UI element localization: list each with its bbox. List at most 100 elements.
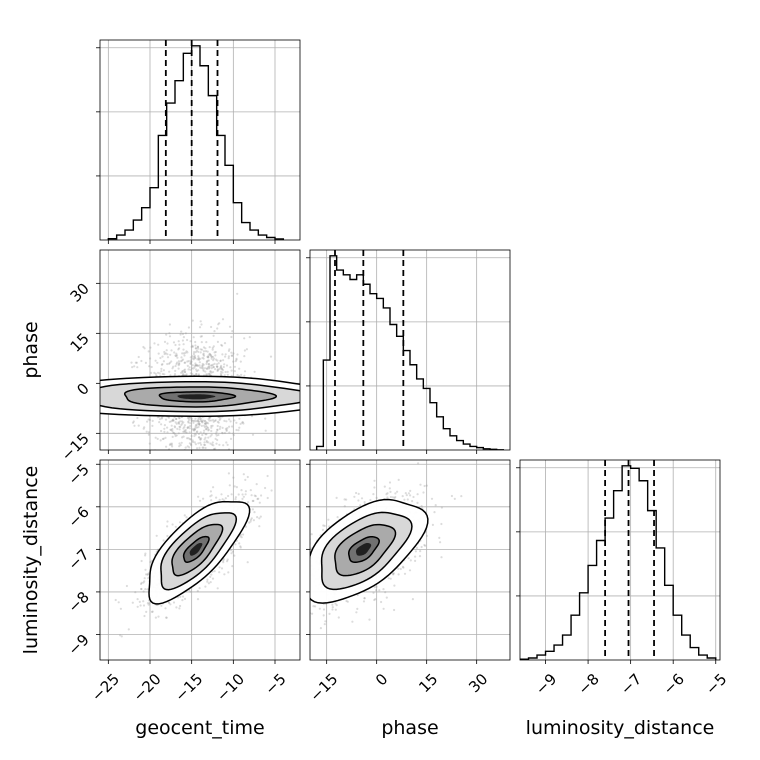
scatter-point <box>166 520 169 523</box>
scatter-point <box>194 344 197 347</box>
scatter-point <box>208 353 211 356</box>
scatter-point <box>140 581 143 585</box>
scatter-point <box>216 368 219 371</box>
scatter-point <box>260 494 263 497</box>
scatter-point <box>220 567 224 570</box>
scatter-point <box>221 344 224 347</box>
scatter-point <box>134 591 137 594</box>
scatter-point <box>194 357 197 360</box>
scatter-point <box>296 594 298 596</box>
scatter-point <box>178 347 181 350</box>
scatter-point <box>212 366 215 369</box>
scatter-point <box>185 516 188 519</box>
scatter-point <box>182 595 185 598</box>
x-tick-label: −8 <box>574 670 602 698</box>
scatter-point <box>174 465 176 467</box>
contour-line-0 <box>148 500 251 605</box>
scatter-point <box>193 354 196 357</box>
pair-panel-1-frame <box>99 459 301 661</box>
scatter-point <box>179 420 182 423</box>
scatter-point <box>294 555 296 557</box>
scatter-point <box>178 521 182 524</box>
scatter-point <box>185 431 188 434</box>
scatter-point <box>132 420 135 423</box>
x-tick-label: −15 <box>171 670 206 705</box>
scatter-point <box>246 475 249 479</box>
scatter-point <box>202 352 205 355</box>
scatter-point <box>171 429 174 433</box>
scatter-point <box>226 443 229 446</box>
scatter-point <box>227 349 230 352</box>
scatter-point <box>417 462 420 465</box>
scatter-point <box>194 362 197 365</box>
scatter-point <box>210 433 213 436</box>
scatter-point <box>216 428 219 432</box>
scatter-point <box>302 592 304 594</box>
scatter-point <box>143 614 146 618</box>
scatter-point <box>197 442 200 445</box>
scatter-point <box>166 362 169 366</box>
scatter-point <box>181 436 184 439</box>
scatter-point <box>249 518 253 521</box>
scatter-point <box>287 581 289 583</box>
scatter-point <box>187 417 191 420</box>
scatter-point <box>195 373 198 376</box>
scatter-point <box>182 352 185 355</box>
scatter-point <box>145 430 148 433</box>
scatter-point <box>335 496 338 499</box>
scatter-point <box>222 558 225 561</box>
scatter-point <box>283 612 285 614</box>
scatter-point <box>214 368 217 371</box>
scatter-point <box>215 476 217 478</box>
scatter-point <box>258 525 261 528</box>
scatter-point <box>140 582 143 586</box>
scatter-point <box>356 607 359 611</box>
scatter-point <box>228 418 231 421</box>
scatter-point <box>206 580 209 583</box>
scatter-point <box>245 348 248 351</box>
scatter-point <box>182 421 185 424</box>
scatter-point <box>207 367 210 370</box>
scatter-point <box>140 559 143 563</box>
scatter-point <box>223 419 226 422</box>
scatter-point <box>136 598 139 601</box>
scatter-point <box>385 596 388 599</box>
scatter-point <box>191 355 194 358</box>
scatter-point <box>218 571 221 574</box>
scatter-point <box>199 438 202 441</box>
scatter-point <box>385 493 388 496</box>
scatter-point <box>189 438 192 441</box>
scatter-point <box>440 506 443 509</box>
scatter-point <box>159 356 162 360</box>
scatter-point <box>392 572 395 575</box>
scatter-point <box>182 427 185 430</box>
scatter-point <box>206 426 210 429</box>
scatter-point <box>178 454 180 456</box>
scatter-point <box>220 367 224 370</box>
scatter-point <box>192 358 195 361</box>
scatter-point <box>183 514 186 517</box>
scatter-point <box>233 370 236 373</box>
scatter-point <box>203 443 206 447</box>
scatter-point <box>170 443 173 446</box>
scatter-point <box>194 425 197 429</box>
scatter-point <box>211 363 215 366</box>
scatter-point <box>125 584 128 588</box>
scatter-point <box>322 614 325 617</box>
scatter-point <box>187 425 190 429</box>
scatter-point <box>180 441 183 444</box>
scatter-point <box>199 441 202 444</box>
scatter-point <box>194 347 197 350</box>
scatter-point <box>188 418 191 421</box>
scatter-point <box>249 489 252 492</box>
scatter-point <box>177 432 180 435</box>
scatter-point <box>207 356 210 359</box>
scatter-point <box>345 599 348 603</box>
scatter-point <box>388 487 391 490</box>
scatter-point <box>209 354 212 357</box>
scatter-point <box>154 359 157 362</box>
density-core <box>189 542 203 556</box>
scatter-point <box>218 474 220 476</box>
scatter-point <box>188 431 191 434</box>
